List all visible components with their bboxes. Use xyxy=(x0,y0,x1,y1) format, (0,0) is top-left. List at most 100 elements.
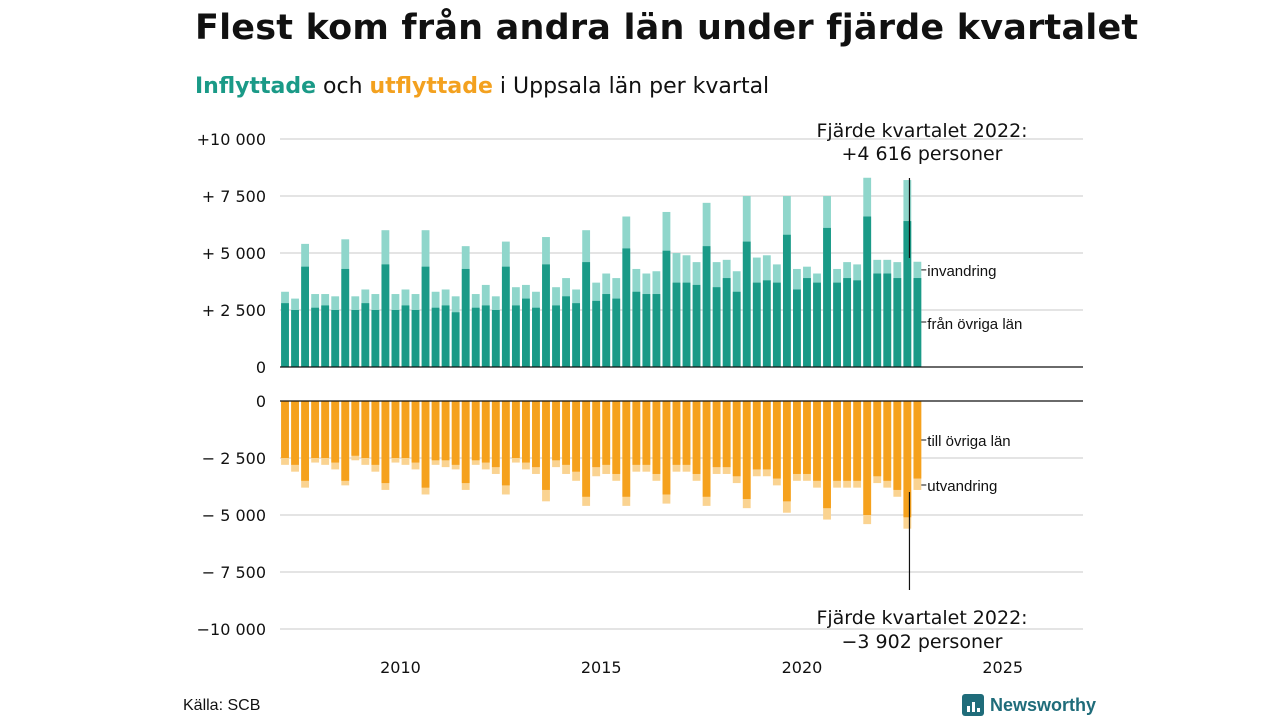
bar-till-ovriga-lan xyxy=(873,401,882,477)
bar-fran-ovriga-lan xyxy=(532,307,540,367)
bar-fran-ovriga-lan xyxy=(461,268,470,367)
bar-fran-ovriga-lan xyxy=(722,278,731,367)
bar-till-ovriga-lan xyxy=(612,401,621,474)
bar-fran-ovriga-lan xyxy=(301,266,310,367)
bar-fran-ovriga-lan xyxy=(742,241,751,367)
bar-till-ovriga-lan xyxy=(883,401,892,481)
bar-till-ovriga-lan xyxy=(722,401,731,468)
bar-till-ovriga-lan xyxy=(431,401,440,461)
subtitle-och: och xyxy=(316,74,370,99)
x-tick-label: 2025 xyxy=(982,658,1023,677)
bar-fran-ovriga-lan xyxy=(642,294,651,367)
bar-fran-ovriga-lan xyxy=(471,307,480,367)
bar-fran-ovriga-lan xyxy=(803,278,811,367)
bar-till-ovriga-lan xyxy=(291,401,299,465)
bar-till-ovriga-lan xyxy=(411,401,420,463)
bar-fran-ovriga-lan xyxy=(511,305,520,367)
bar-fran-ovriga-lan xyxy=(602,294,611,367)
subtitle-inflyttade: Inflyttade xyxy=(195,74,317,99)
bar-till-ovriga-lan xyxy=(732,401,741,477)
bar-fran-ovriga-lan xyxy=(863,216,872,367)
bar-fran-ovriga-lan xyxy=(652,294,661,367)
bar-till-ovriga-lan xyxy=(441,401,450,461)
bar-fran-ovriga-lan xyxy=(391,310,400,367)
bar-till-ovriga-lan xyxy=(913,401,922,479)
bar-fran-ovriga-lan xyxy=(401,305,410,367)
bar-fran-ovriga-lan xyxy=(351,310,360,367)
bar-fran-ovriga-lan xyxy=(542,264,550,367)
bar-fran-ovriga-lan xyxy=(833,282,841,367)
bar-fran-ovriga-lan xyxy=(411,310,420,367)
bar-fran-ovriga-lan xyxy=(903,221,912,367)
bar-till-ovriga-lan xyxy=(602,401,611,465)
bar-fran-ovriga-lan xyxy=(281,303,289,367)
bar-fran-ovriga-lan xyxy=(562,296,570,367)
bar-till-ovriga-lan xyxy=(331,401,340,463)
bar-fran-ovriga-lan xyxy=(632,291,641,367)
x-tick-label: 2015 xyxy=(581,658,622,677)
bar-till-ovriga-lan xyxy=(552,401,560,461)
bar-fran-ovriga-lan xyxy=(431,307,440,367)
x-tick-label: 2020 xyxy=(782,658,823,677)
y-tick-label-bottom: − 5 000 xyxy=(202,506,266,525)
bar-fran-ovriga-lan xyxy=(321,305,330,367)
bar-fran-ovriga-lan xyxy=(913,278,922,367)
y-tick-label-top: + 7 500 xyxy=(202,187,266,206)
bar-till-ovriga-lan xyxy=(863,401,872,515)
bar-fran-ovriga-lan xyxy=(752,282,761,367)
bar-fran-ovriga-lan xyxy=(853,280,862,367)
bar-fran-ovriga-lan xyxy=(582,262,591,367)
bar-fran-ovriga-lan xyxy=(843,278,852,367)
bar-till-ovriga-lan xyxy=(742,401,751,500)
bar-fran-ovriga-lan xyxy=(451,312,460,367)
bar-till-ovriga-lan xyxy=(652,401,661,474)
bar-fran-ovriga-lan xyxy=(682,282,691,367)
bar-till-ovriga-lan xyxy=(672,401,681,465)
bar-fran-ovriga-lan xyxy=(381,264,390,367)
bar-till-ovriga-lan xyxy=(813,401,821,481)
bar-fran-ovriga-lan xyxy=(702,246,711,367)
bar-till-ovriga-lan xyxy=(501,401,510,486)
bar-fran-ovriga-lan xyxy=(371,310,380,367)
bar-fran-ovriga-lan xyxy=(893,278,902,367)
bar-till-ovriga-lan xyxy=(481,401,490,463)
bar-till-ovriga-lan xyxy=(522,401,530,463)
bar-fran-ovriga-lan xyxy=(813,282,821,367)
bar-till-ovriga-lan xyxy=(793,401,801,474)
bar-fran-ovriga-lan xyxy=(501,266,510,367)
annotation-top-line2: +4 616 personer xyxy=(842,143,1003,165)
bar-till-ovriga-lan xyxy=(421,401,430,488)
bar-till-ovriga-lan xyxy=(281,401,289,458)
bar-fran-ovriga-lan xyxy=(762,280,771,367)
bar-fran-ovriga-lan xyxy=(873,273,882,367)
bar-fran-ovriga-lan xyxy=(421,266,430,367)
x-tick-label: 2010 xyxy=(380,658,421,677)
bar-till-ovriga-lan xyxy=(782,401,791,502)
newsworthy-logo-icon xyxy=(962,694,984,716)
bar-till-ovriga-lan xyxy=(692,401,701,474)
bar-till-ovriga-lan xyxy=(823,401,831,509)
bar-till-ovriga-lan xyxy=(401,401,410,458)
annotation-bottom-line1: Fjärde kvartalet 2022: xyxy=(816,607,1027,629)
bar-till-ovriga-lan xyxy=(321,401,330,458)
series-label-till-ovriga-lan: till övriga län xyxy=(927,433,1010,450)
y-tick-label-top: + 5 000 xyxy=(202,244,266,263)
bar-fran-ovriga-lan xyxy=(341,268,350,367)
bar-till-ovriga-lan xyxy=(371,401,380,465)
y-tick-label-top: +10 000 xyxy=(197,130,266,149)
bar-till-ovriga-lan xyxy=(351,401,360,456)
series-label-utvandring: utvandring xyxy=(927,478,997,495)
chart-title: Flest kom från andra län under fjärde kv… xyxy=(195,8,1139,48)
bar-fran-ovriga-lan xyxy=(441,305,450,367)
bar-till-ovriga-lan xyxy=(491,401,500,468)
series-label-invandring: invandring xyxy=(927,263,996,280)
bar-till-ovriga-lan xyxy=(893,401,902,490)
bar-fran-ovriga-lan xyxy=(572,303,581,367)
brand: Newsworthy xyxy=(962,694,1096,716)
bar-till-ovriga-lan xyxy=(391,401,400,458)
bar-till-ovriga-lan xyxy=(301,401,310,481)
bar-till-ovriga-lan xyxy=(511,401,520,458)
bar-till-ovriga-lan xyxy=(582,401,591,497)
source-note: Källa: SCB xyxy=(183,697,261,714)
